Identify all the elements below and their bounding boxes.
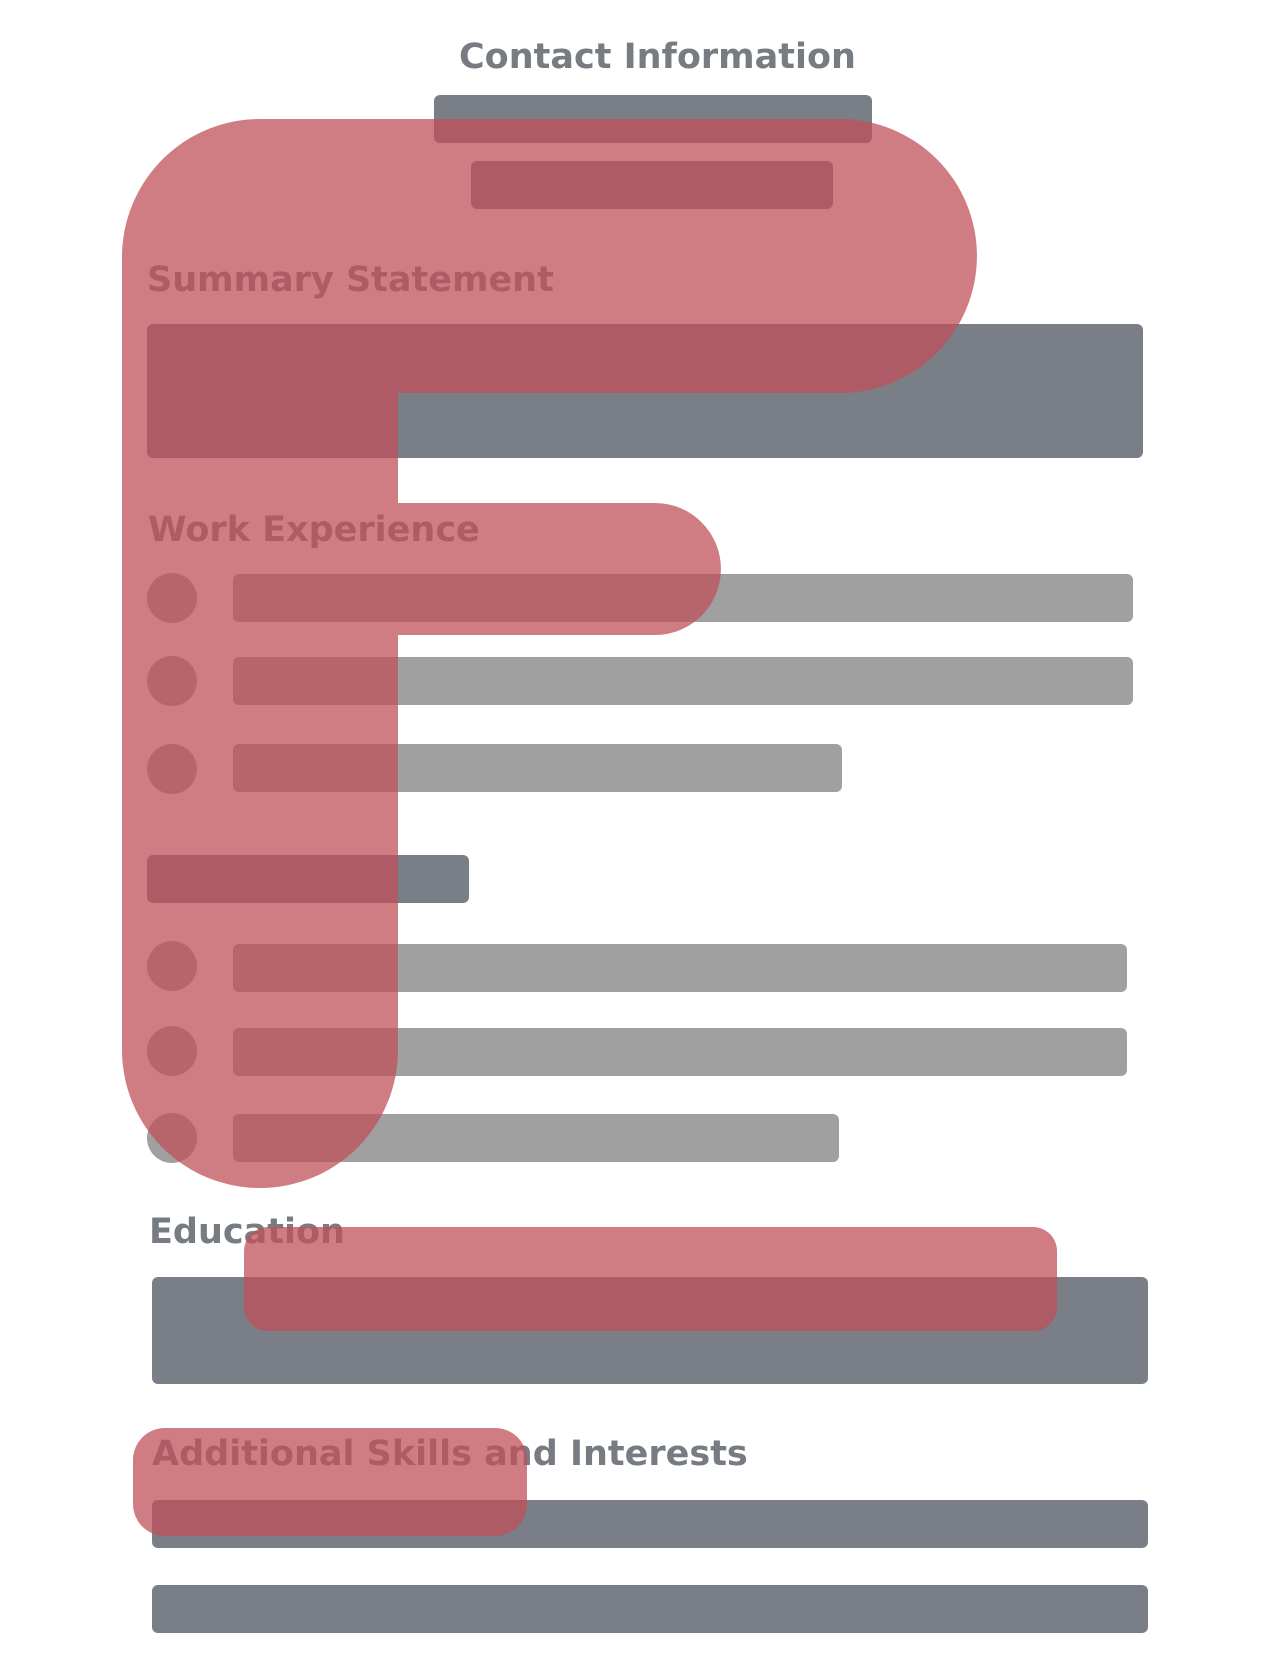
bullet-point [147,1113,197,1163]
contact-name-placeholder [434,95,872,143]
bullet-point [147,941,197,991]
job2-bullet1-placeholder [233,944,1127,992]
summary-text-placeholder [147,324,1143,458]
education-text-placeholder [152,1277,1148,1384]
summary-heading: Summary Statement [147,260,554,300]
job2-bullet3-placeholder [233,1114,839,1162]
job2-title-placeholder [147,855,469,903]
skills-line2-placeholder [152,1585,1148,1633]
job2-bullet2-placeholder [233,1028,1127,1076]
bullet-point [147,1026,197,1076]
contact-details-placeholder [471,161,833,209]
contact-heading: Contact Information [459,37,856,77]
job1-bullet3-placeholder [233,744,842,792]
job1-bullet1-placeholder [233,574,1133,622]
skills-heading: Additional Skills and Interests [152,1434,748,1474]
bullet-point [147,573,197,623]
bullet-point [147,656,197,706]
work-heading: Work Experience [148,510,480,550]
skills-line1-placeholder [152,1500,1148,1548]
bullet-point [147,744,197,794]
education-heading: Education [149,1212,345,1252]
job1-bullet2-placeholder [233,657,1133,705]
